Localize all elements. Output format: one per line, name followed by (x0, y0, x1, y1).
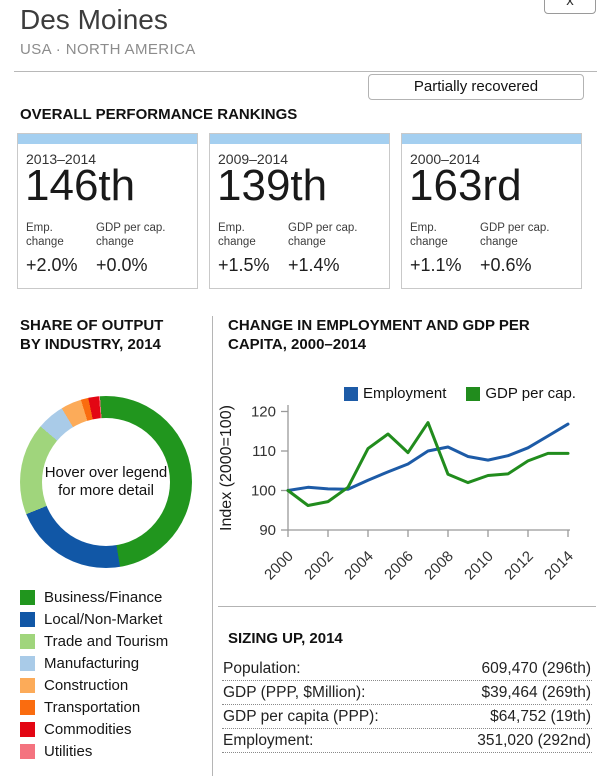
y-tick-label: 110 (252, 443, 276, 460)
page-subtitle: USA · NORTH AMERICA (20, 41, 196, 58)
gdp-change-label: GDP per cap. change (288, 222, 358, 248)
x-tick-label: 2014 (541, 548, 577, 584)
legend-item-manufacturing[interactable]: Manufacturing (20, 655, 168, 672)
legend-swatch (20, 590, 35, 605)
table-row-population: Population: 609,470 (296th) (222, 657, 592, 681)
card-accent-bar (402, 134, 581, 144)
ranking-card-2009-2014[interactable]: 2009–2014 139th Emp. change GDP per cap.… (209, 133, 390, 289)
sizing-table: Population: 609,470 (296th) GDP (PPP, $M… (222, 657, 592, 753)
legend-entry-gdp-per-cap[interactable]: GDP per cap. (466, 385, 576, 402)
card-period: 2000–2014 (410, 151, 481, 167)
card-period: 2009–2014 (218, 151, 289, 167)
legend-item-transportation[interactable]: Transportation (20, 699, 168, 716)
y-tick-label: 120 (251, 404, 276, 421)
page-title: Des Moines (20, 4, 168, 35)
industry-section-title: SHARE OF OUTPUT BY INDUSTRY, 2014 (20, 317, 164, 353)
recovery-status-button[interactable]: Partially recovered (368, 74, 584, 100)
y-tick-label: 90 (259, 522, 276, 539)
donut-center-hint: Hover over legend for more detail (44, 464, 168, 499)
emp-change-value: +2.0% (26, 255, 78, 275)
ranking-card-2013-2014[interactable]: 2013–2014 146th Emp. change GDP per cap.… (17, 133, 198, 289)
gdp-change-value: +1.4% (288, 255, 340, 275)
emp-change-value: +1.1% (410, 255, 462, 275)
gdp-per-cap-swatch (466, 386, 481, 401)
industry-donut-chart[interactable] (20, 396, 192, 568)
card-rank: 163rd (409, 161, 522, 210)
legend-swatch (20, 722, 35, 737)
table-row-gdp-per-capita: GDP per capita (PPP): $64,752 (19th) (222, 705, 592, 729)
sizing-section-title: SIZING UP, 2014 (228, 630, 343, 647)
card-accent-bar (210, 134, 389, 144)
series-line-employment[interactable] (286, 422, 570, 492)
legend-item-business-finance[interactable]: Business/Finance (20, 589, 168, 606)
rankings-section-title: OVERALL PERFORMANCE RANKINGS (20, 106, 298, 123)
x-tick-label: 2012 (501, 548, 537, 584)
legend-swatch (20, 634, 35, 649)
x-tick-label: 2002 (301, 548, 337, 584)
legend-swatch (20, 700, 35, 715)
gdp-change-label: GDP per cap. change (96, 222, 166, 248)
legend-swatch (20, 678, 35, 693)
legend-swatch (20, 744, 35, 759)
legend-swatch (20, 612, 35, 627)
legend-item-utilities[interactable]: Utilities (20, 743, 168, 760)
card-accent-bar (18, 134, 197, 144)
ranking-cards: 2013–2014 146th Emp. change GDP per cap.… (17, 133, 582, 289)
table-row-employment: Employment: 351,020 (292nd) (222, 729, 592, 753)
gdp-change-label: GDP per cap. change (480, 222, 550, 248)
emp-change-label: Emp. change (218, 222, 256, 248)
y-axis-title: Index (2000=100) (218, 405, 235, 531)
legend-item-trade-tourism[interactable]: Trade and Tourism (20, 633, 168, 650)
line-chart-legend: Employment GDP per cap. (344, 385, 576, 402)
donut-hole (42, 418, 170, 546)
legend-item-construction[interactable]: Construction (20, 677, 168, 694)
y-tick-label: 100 (251, 483, 276, 500)
gdp-change-value: +0.0% (96, 255, 148, 275)
x-tick-label: 2000 (261, 548, 297, 584)
emp-change-label: Emp. change (410, 222, 448, 248)
legend-item-local-non-market[interactable]: Local/Non-Market (20, 611, 168, 628)
x-tick-label: 2004 (341, 548, 377, 584)
gdp-chart-section-title: CHANGE IN EMPLOYMENT AND GDP PER CAPITA,… (228, 317, 530, 353)
card-rank: 139th (217, 161, 328, 210)
close-button[interactable]: x (544, 0, 596, 14)
gdp-change-value: +0.6% (480, 255, 532, 275)
series-line-gdp-per-cap[interactable] (286, 421, 570, 507)
column-divider (212, 316, 213, 776)
x-tick-label: 2006 (381, 548, 417, 584)
x-tick-label: 2008 (421, 548, 457, 584)
card-rank: 146th (25, 161, 136, 210)
table-row-gdp: GDP (PPP, $Million): $39,464 (269th) (222, 681, 592, 705)
ranking-card-2000-2014[interactable]: 2000–2014 163rd Emp. change GDP per cap.… (401, 133, 582, 289)
card-period: 2013–2014 (26, 151, 97, 167)
emp-change-value: +1.5% (218, 255, 270, 275)
x-tick-label: 2010 (461, 548, 497, 584)
sizing-divider (218, 606, 596, 607)
employment-gdp-line-chart[interactable]: 90 100 110 120 2000 2002 2004 2006 2008 2010 2012 2… (218, 376, 598, 594)
header-divider (14, 71, 597, 72)
legend-entry-employment[interactable]: Employment (344, 385, 446, 402)
industry-legend: Business/Finance Local/Non-Market Trade … (20, 589, 168, 765)
legend-swatch (20, 656, 35, 671)
employment-swatch (344, 386, 358, 401)
legend-item-commodities[interactable]: Commodities (20, 721, 168, 738)
emp-change-label: Emp. change (26, 222, 64, 248)
